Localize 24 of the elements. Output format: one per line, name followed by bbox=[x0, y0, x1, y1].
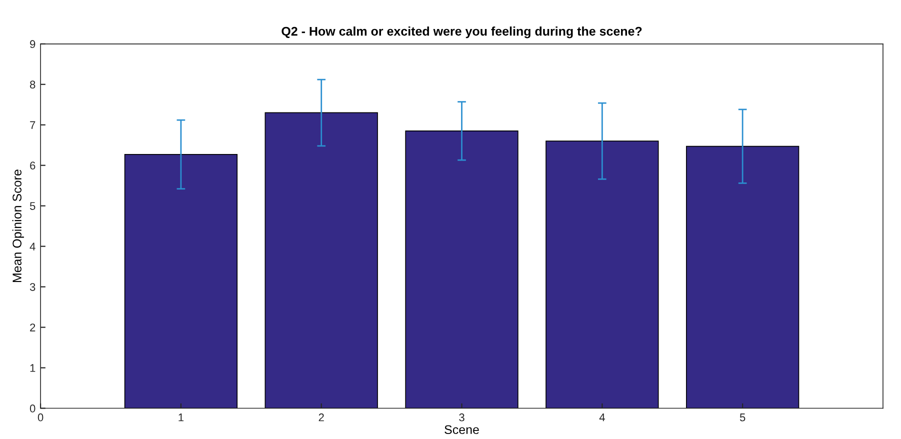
x-tick-label: 3 bbox=[459, 413, 464, 422]
y-tick-label: 5 bbox=[30, 202, 36, 210]
y-axis-title: Mean Opinion Score bbox=[12, 170, 24, 282]
x-tick-label: 0 bbox=[38, 413, 44, 422]
y-tick-label: 8 bbox=[30, 80, 36, 89]
y-tick-label: 2 bbox=[30, 324, 36, 332]
bar bbox=[124, 154, 238, 408]
bar bbox=[686, 146, 800, 408]
x-tick-label: 5 bbox=[740, 414, 746, 422]
chart-title: Q2 - How calm or excited were you feeling during the scene? bbox=[282, 26, 642, 38]
x-tick-label: 2 bbox=[318, 413, 324, 422]
x-axis-title: Scene bbox=[444, 425, 479, 434]
y-tick-label: 7 bbox=[30, 121, 36, 129]
x-tick-label: 4 bbox=[599, 414, 605, 422]
bar bbox=[405, 130, 518, 408]
y-tick-label: 3 bbox=[30, 283, 36, 291]
bar bbox=[546, 140, 659, 408]
bar bbox=[264, 112, 378, 408]
y-tick-label: 1 bbox=[30, 364, 36, 372]
y-tick-label: 6 bbox=[30, 162, 36, 170]
x-tick-label: 1 bbox=[178, 414, 184, 422]
y-tick-label: 9 bbox=[30, 40, 36, 48]
y-tick-label: 0 bbox=[30, 404, 36, 412]
y-tick-label: 4 bbox=[30, 242, 36, 250]
